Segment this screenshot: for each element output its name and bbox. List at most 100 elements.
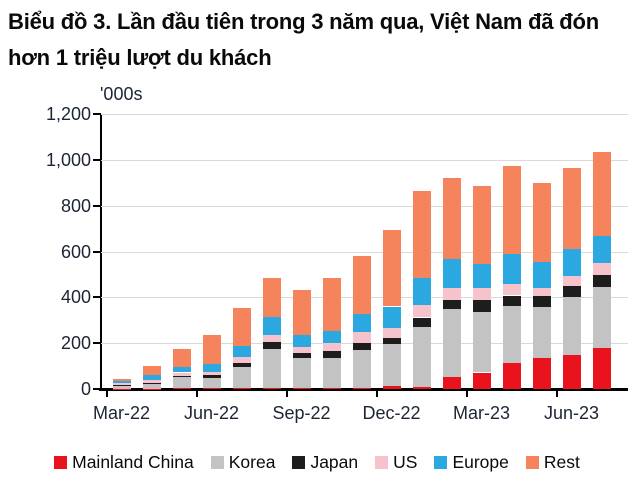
legend-label: Korea — [228, 451, 276, 472]
bar-segment-japan — [263, 342, 281, 349]
bar-segment-us — [473, 288, 491, 301]
bar-segment-japan — [533, 296, 551, 307]
x-axis-tick — [195, 389, 198, 397]
y-axis-label: 200 — [60, 333, 91, 354]
bar-segment-korea — [173, 377, 191, 389]
bar-segment-us — [383, 327, 401, 338]
bar-segment-us — [503, 284, 521, 296]
bar-segment-korea — [383, 344, 401, 386]
bar-segment-europe — [563, 248, 581, 277]
bar-segment-europe — [593, 236, 611, 263]
y-axis-tick — [93, 113, 101, 115]
bar-segment-japan — [593, 274, 611, 288]
bar-segment-europe — [113, 381, 131, 384]
bar-segment-mainland-china — [353, 387, 371, 389]
bar-segment-japan — [353, 342, 371, 350]
x-axis-tick — [105, 389, 108, 397]
x-axis-tick — [465, 389, 468, 397]
bar-segment-rest — [203, 334, 221, 364]
legend-swatch — [210, 455, 224, 469]
gridline-600 — [101, 251, 628, 253]
bar-segment-rest — [233, 308, 251, 347]
bar-segment-rest — [443, 178, 461, 259]
bar-segment-mainland-china — [173, 388, 191, 389]
bar-segment-rest — [593, 151, 611, 237]
bar-segment-rest — [263, 277, 281, 318]
legend-swatch — [54, 455, 68, 469]
bar-segment-korea — [143, 383, 161, 389]
bar-segment-japan — [143, 383, 161, 384]
y-axis-label: 1,000 — [45, 149, 91, 170]
gridline-800 — [101, 205, 628, 207]
y-axis-tick — [93, 342, 101, 345]
bar-segment-mainland-china — [563, 354, 581, 389]
bar-segment-japan — [473, 300, 491, 312]
bar-segment-rest — [383, 229, 401, 307]
bar-segment-mainland-china — [323, 387, 341, 389]
bar-segment-mainland-china — [263, 388, 281, 389]
bar-segment-us — [113, 383, 131, 385]
bar-segment-japan — [383, 337, 401, 345]
bar-segment-rest — [503, 165, 521, 255]
bar-segment-europe — [293, 334, 311, 347]
bar-segment-korea — [203, 377, 221, 389]
legend-item-rest: Rest — [525, 451, 580, 473]
bar-segment-japan — [173, 375, 191, 378]
bar-segment-us — [173, 372, 191, 376]
gridline-1200 — [101, 114, 628, 115]
bar-segment-rest — [143, 365, 161, 376]
bar-segment-europe — [263, 317, 281, 335]
bar-segment-mainland-china — [503, 363, 521, 389]
bar-segment-korea — [233, 367, 251, 389]
legend-label: Japan — [310, 451, 359, 472]
legend-label: Rest — [543, 451, 580, 472]
bar-segment-rest — [113, 378, 131, 382]
legend-item-europe: Europe — [434, 451, 509, 473]
bar-segment-us — [593, 262, 611, 275]
chart-title: Biểu đồ 3. Lần đầu tiên trong 3 năm qua,… — [8, 9, 600, 70]
x-axis-tick — [375, 389, 378, 397]
bar-segment-korea — [533, 306, 551, 359]
bar-segment-europe — [533, 261, 551, 288]
y-axis-tick — [93, 388, 101, 390]
bar-segment-europe — [353, 313, 371, 332]
bar-segment-korea — [473, 311, 491, 373]
legend-swatch — [375, 455, 389, 469]
bar-segment-europe — [143, 375, 161, 381]
bar-segment-us — [293, 346, 311, 354]
gridline-1000 — [101, 159, 628, 161]
bar-segment-korea — [353, 349, 371, 388]
bar-segment-us — [203, 371, 221, 376]
legend-label: Mainland China — [72, 451, 194, 472]
legend-swatch — [434, 455, 448, 469]
bar-segment-europe — [173, 366, 191, 373]
bar-segment-europe — [503, 254, 521, 285]
bar-segment-mainland-china — [443, 377, 461, 389]
bar-segment-europe — [413, 278, 431, 305]
bar-segment-korea — [323, 358, 341, 388]
x-axis-tick — [285, 389, 288, 397]
bar-segment-korea — [503, 306, 521, 364]
bar-segment-mainland-china — [533, 358, 551, 389]
legend: Mainland China Korea Japan US Europe Rest — [0, 449, 634, 475]
bar-segment-japan — [413, 317, 431, 327]
bar-segment-europe — [473, 263, 491, 289]
x-axis-label: Mar-23 — [452, 403, 510, 423]
x-axis-label: Dec-22 — [362, 403, 421, 423]
bar-segment-rest — [293, 290, 311, 335]
bar-segment-mainland-china — [593, 347, 611, 389]
legend-label: US — [393, 451, 418, 472]
bar-segment-rest — [323, 277, 341, 331]
bar-segment-us — [563, 276, 581, 287]
bar-segment-us — [353, 331, 371, 343]
legend-label: Europe — [452, 451, 509, 472]
y-axis-label: 800 — [60, 195, 91, 216]
bar-segment-rest — [353, 255, 371, 314]
bar-segment-mainland-china — [413, 386, 431, 389]
y-axis-tick — [93, 250, 101, 253]
x-axis-tick — [555, 389, 558, 397]
bar-segment-us — [413, 304, 431, 318]
x-axis-label: Jun-22 — [183, 403, 240, 423]
legend-swatch — [525, 455, 539, 469]
bar-segment-us — [143, 380, 161, 384]
